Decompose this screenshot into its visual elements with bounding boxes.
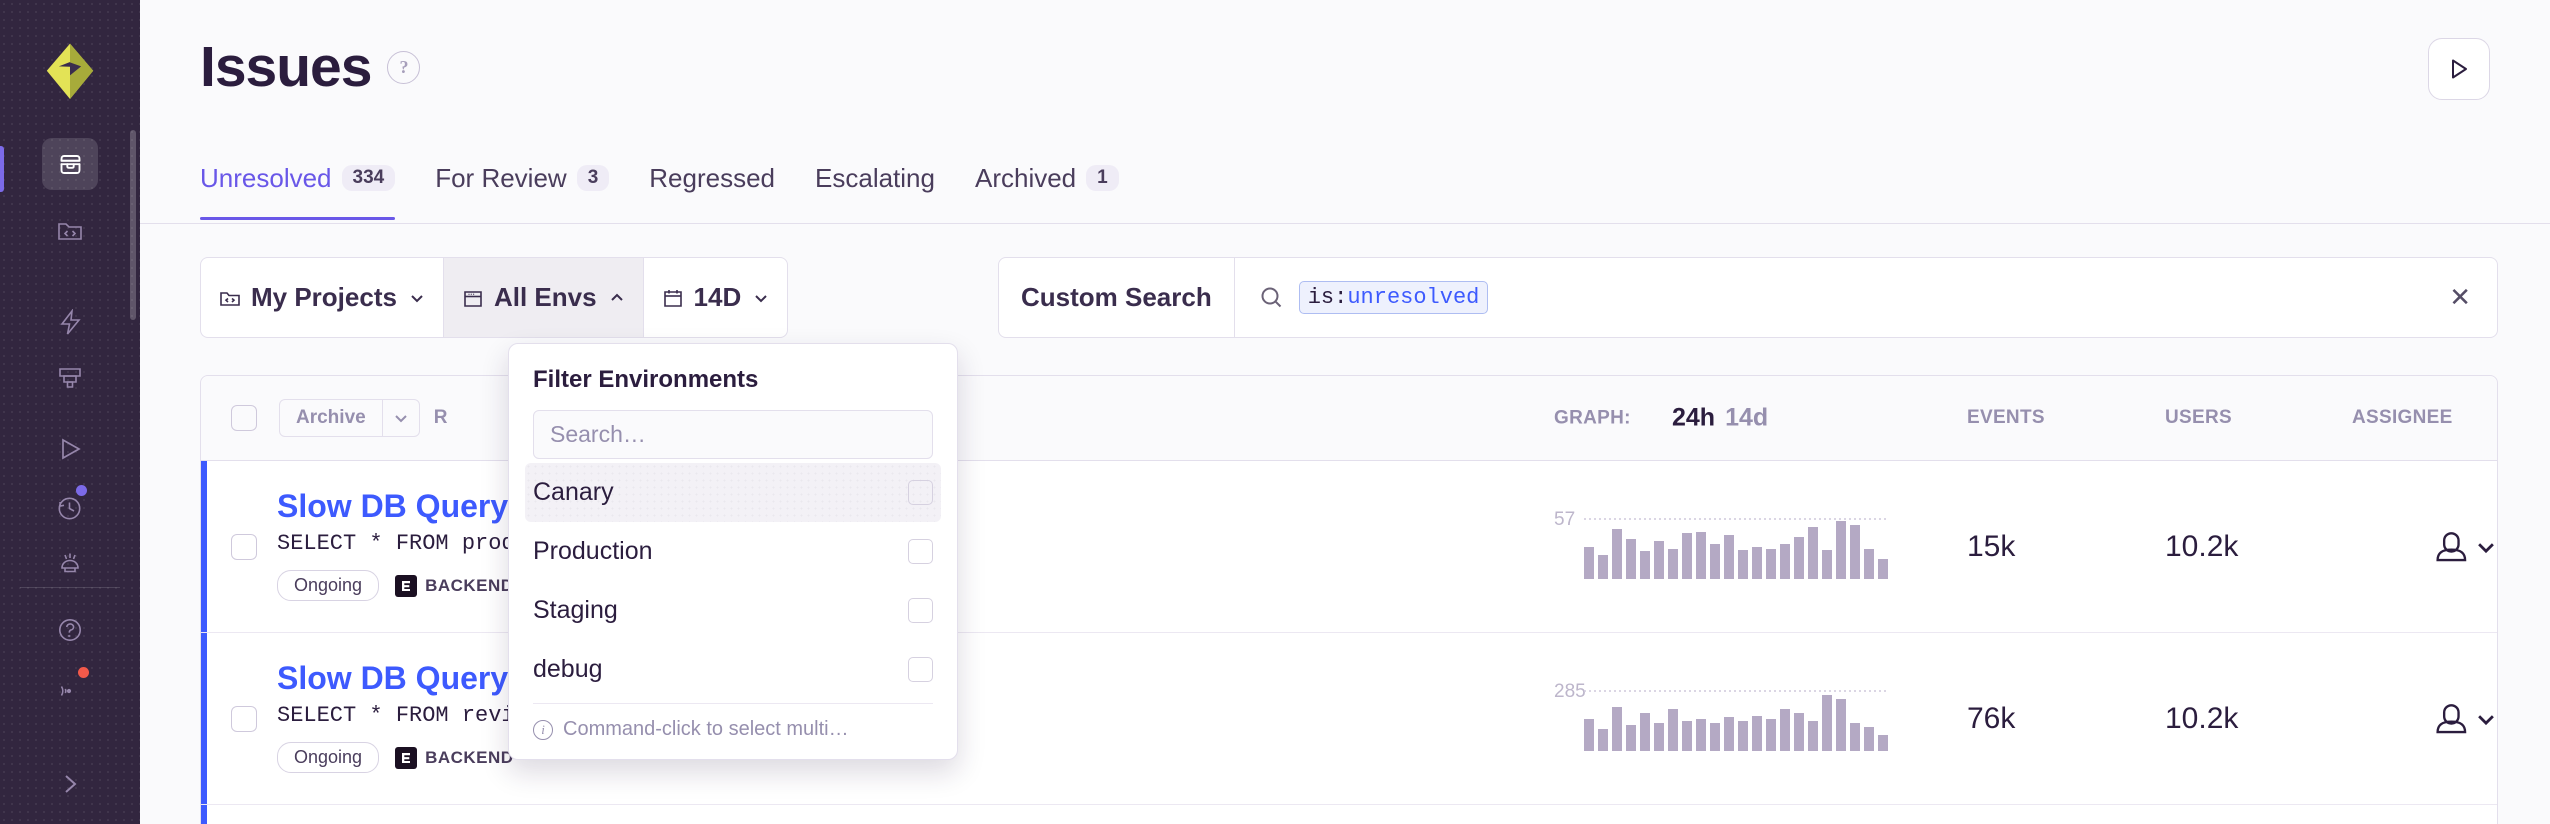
svg-text:285: 285 xyxy=(1554,681,1586,702)
svg-text:57: 57 xyxy=(1554,509,1575,530)
